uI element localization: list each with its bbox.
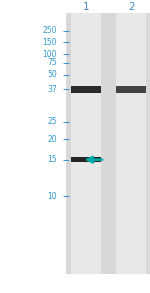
Text: 15: 15 <box>47 155 57 164</box>
Text: 25: 25 <box>47 117 57 126</box>
Bar <box>116 86 146 93</box>
Text: 250: 250 <box>42 26 57 35</box>
Text: 2: 2 <box>128 2 135 12</box>
Text: 150: 150 <box>42 38 57 47</box>
Bar <box>66 13 150 274</box>
Text: 1: 1 <box>83 2 90 12</box>
Bar <box>71 157 101 162</box>
Bar <box>71 13 101 274</box>
Bar <box>71 86 101 93</box>
Text: 100: 100 <box>42 50 57 59</box>
Text: 50: 50 <box>47 70 57 79</box>
Bar <box>116 13 146 274</box>
Text: 37: 37 <box>47 85 57 94</box>
Text: 20: 20 <box>47 135 57 144</box>
Text: 75: 75 <box>47 59 57 67</box>
Text: 10: 10 <box>47 192 57 201</box>
